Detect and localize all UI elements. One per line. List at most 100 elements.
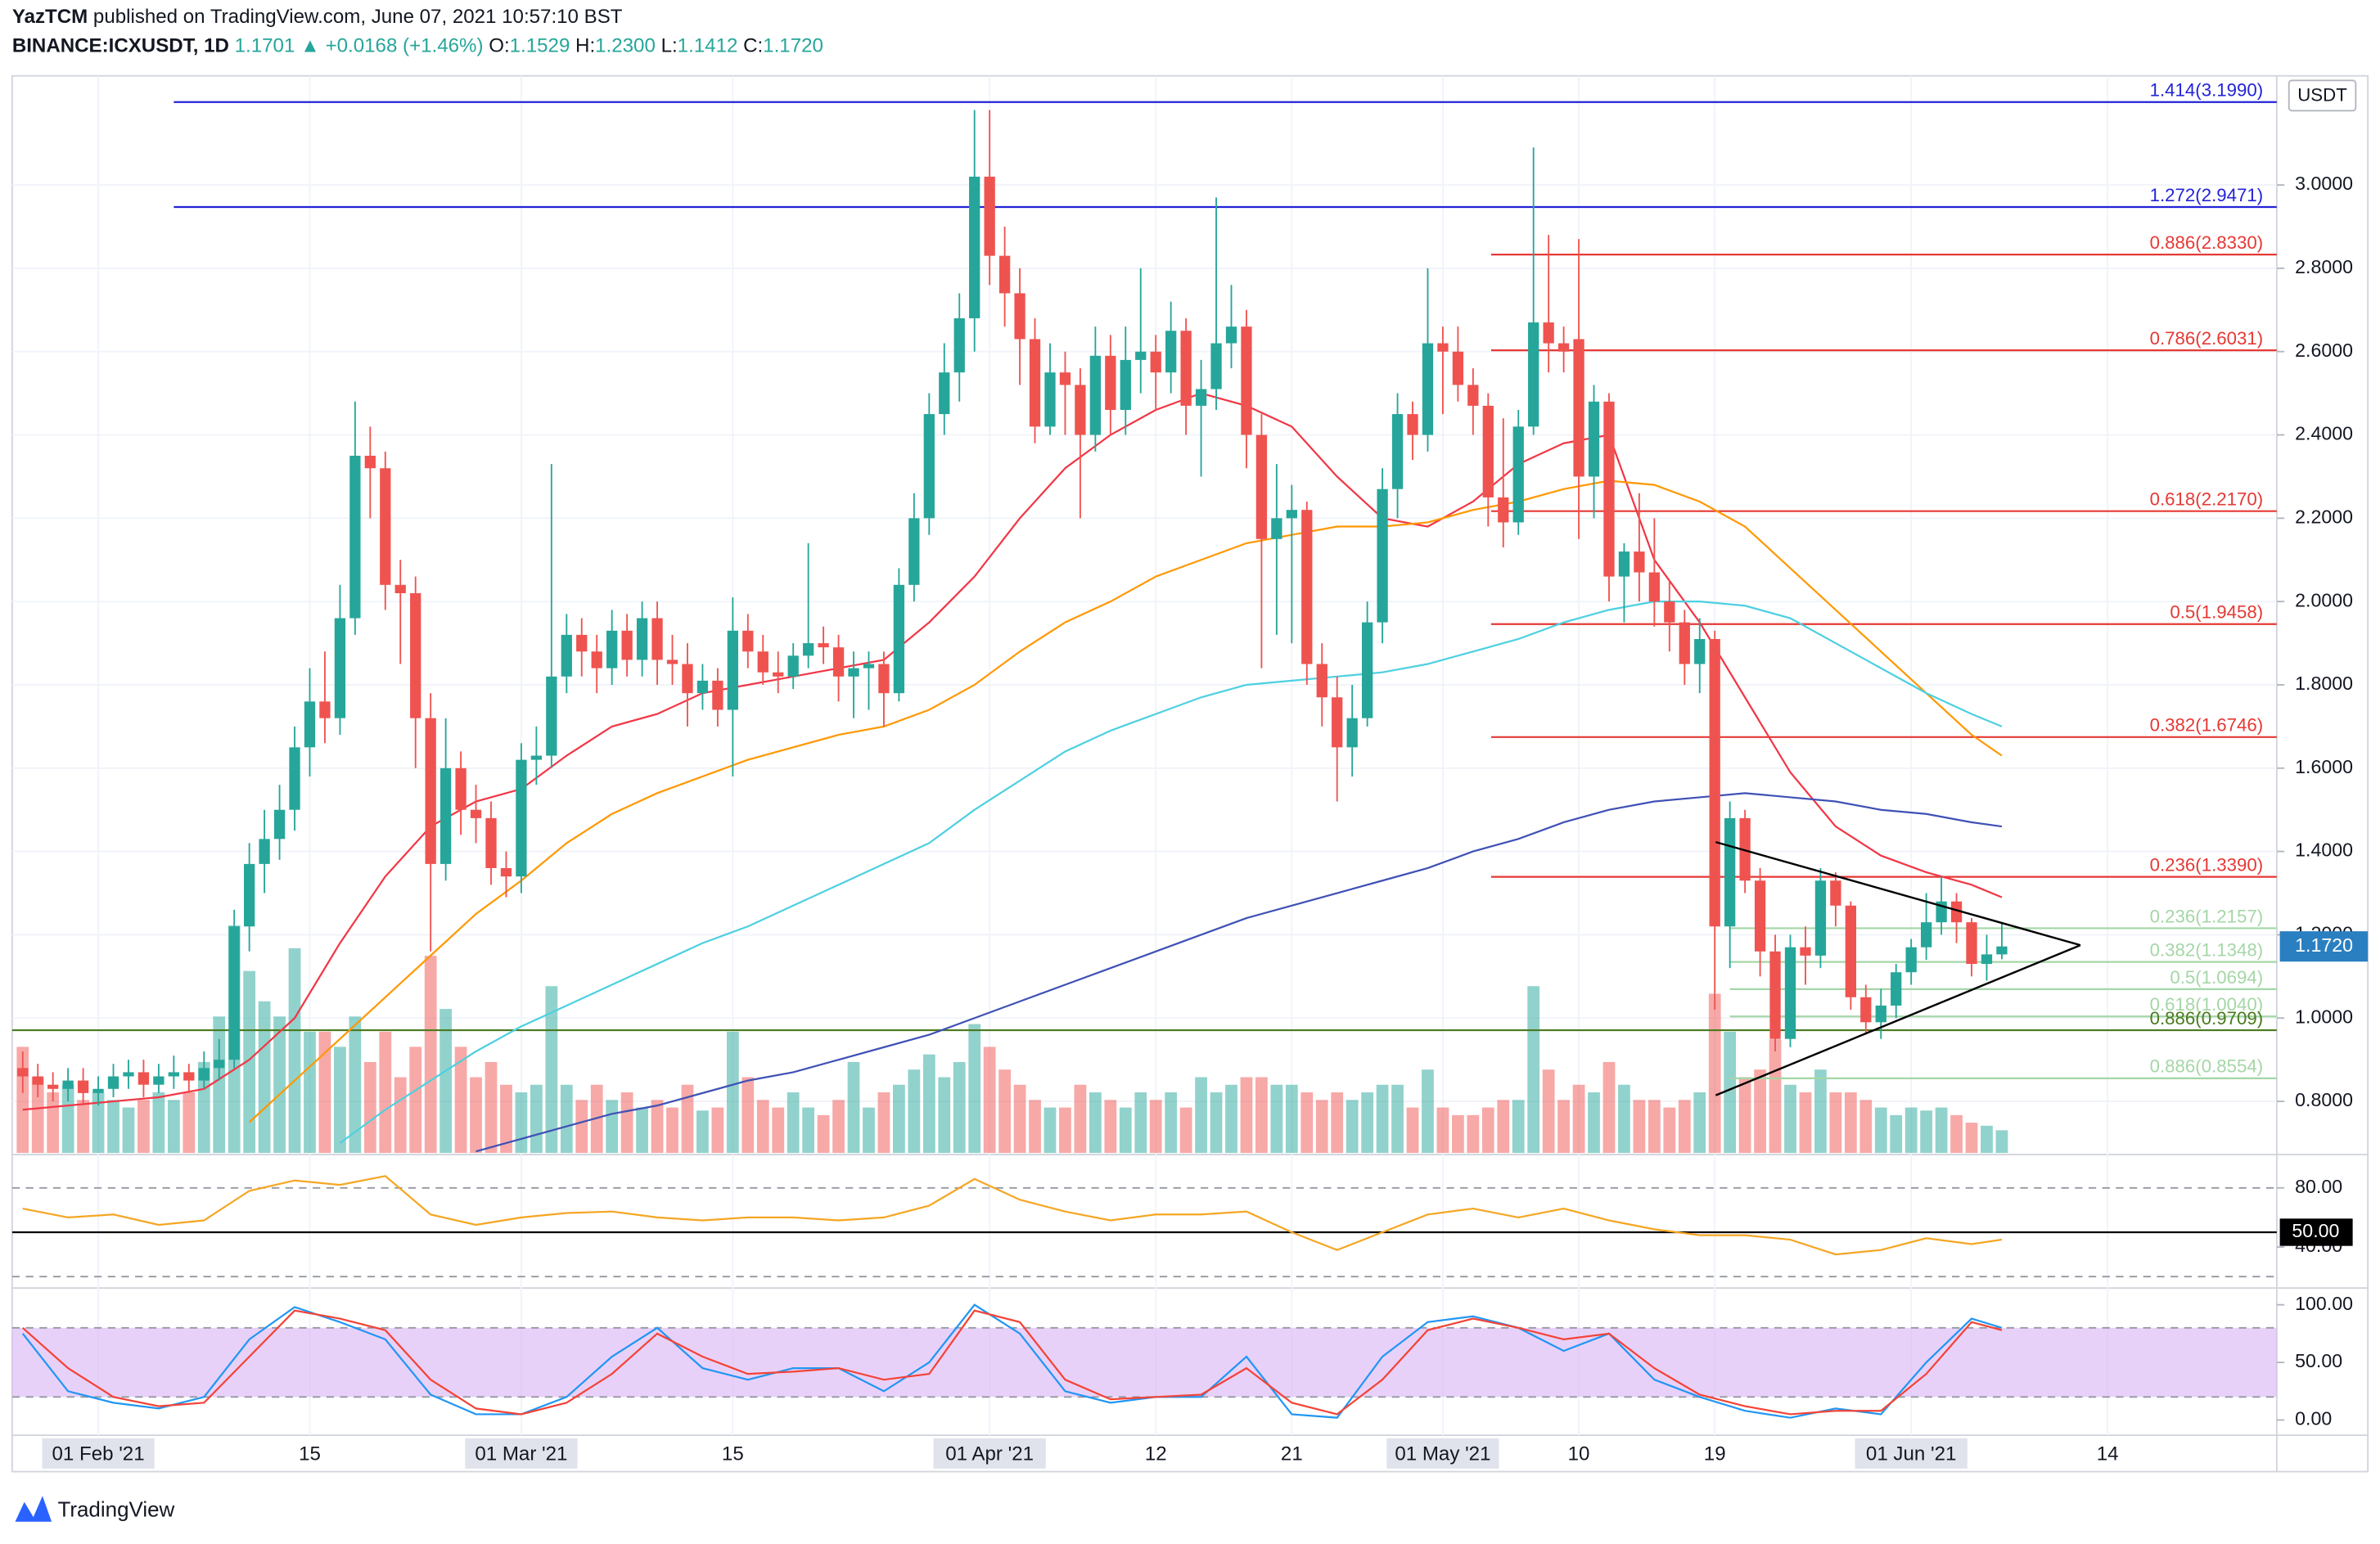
candle-body <box>1996 946 2008 955</box>
volume-bar <box>1829 1092 1842 1154</box>
candle-body <box>439 767 452 864</box>
volume-bar <box>1044 1107 1057 1154</box>
volume-bar <box>681 1084 694 1154</box>
fib-label: 0.382(1.1348) <box>2150 940 2264 961</box>
y-tick-label: 1.4000 <box>2295 840 2353 861</box>
volume-bar <box>1602 1061 1616 1154</box>
volume-bar <box>1179 1107 1192 1154</box>
ohlc-key: O: <box>489 35 509 57</box>
volume-bar <box>1965 1123 1978 1154</box>
fib-label: 0.236(1.2157) <box>2150 906 2264 926</box>
candle-body <box>787 655 799 677</box>
candle-body <box>651 618 663 660</box>
volume-bar <box>485 1061 498 1154</box>
y-tick-label: 2.4000 <box>2295 423 2353 444</box>
time-label-bg <box>42 1438 155 1469</box>
currency: USDT <box>2297 85 2347 106</box>
candle-body <box>410 592 421 718</box>
volume-bar <box>1119 1107 1132 1154</box>
fib-label: 0.382(1.6746) <box>2150 715 2264 736</box>
candle-body <box>289 747 300 810</box>
level-box <box>2279 1218 2353 1246</box>
volume-bar <box>1315 1100 1328 1154</box>
x-tick-label: 01 May '21 <box>1395 1443 1490 1465</box>
candle-body <box>1966 922 1977 965</box>
candle-body <box>1891 972 1902 1006</box>
fib-label: 0.786(2.6031) <box>2150 328 2264 349</box>
volume-bar <box>288 948 301 1154</box>
band-fill <box>11 1327 2277 1398</box>
volume-bar <box>636 1107 648 1154</box>
volume-bar <box>1981 1125 1993 1154</box>
header-line-1: YazTCM published on TradingView.com, Jun… <box>12 7 623 29</box>
volume-bar <box>1029 1100 1041 1154</box>
x-tick-label: 15 <box>299 1443 321 1465</box>
volume-bar <box>424 956 437 1154</box>
main-pane: 1.414(3.1990) 1.272(2.9471) 0.886(2.8330) 0… <box>11 80 2277 1154</box>
candle-body <box>1241 326 1252 435</box>
volume-bar <box>1406 1107 1419 1154</box>
stoch-pane <box>11 1303 2277 1419</box>
volume-bar <box>243 970 256 1154</box>
volume-bar <box>1255 1077 1268 1154</box>
candle-body <box>1512 426 1524 523</box>
candle-body <box>1391 414 1404 489</box>
volume-bar <box>922 1054 935 1154</box>
candle-body <box>1105 355 1116 410</box>
candle-body <box>1830 880 1841 906</box>
candle-body <box>682 664 693 694</box>
last-price-box <box>2279 931 2369 962</box>
candle-body <box>1618 551 1630 577</box>
y-tick-label: 0.00 <box>2295 1408 2332 1429</box>
candle-body <box>334 618 346 718</box>
volume-bar <box>1527 986 1540 1154</box>
x-tick-label: 01 Mar '21 <box>475 1443 567 1465</box>
volume-bar <box>318 1031 331 1154</box>
candle-body <box>107 1076 119 1089</box>
candle-body <box>1709 638 1720 927</box>
candle-body <box>1981 954 1993 965</box>
candle-body <box>1860 997 1872 1023</box>
candle-body <box>1814 880 1827 956</box>
time-label-bg <box>465 1438 578 1469</box>
volume-bar <box>1422 1069 1434 1154</box>
volume-bar <box>394 1077 407 1154</box>
volume-bar <box>1104 1100 1117 1154</box>
volume-bar <box>1904 1107 1918 1154</box>
volume-bar <box>1270 1084 1283 1154</box>
candle-body <box>1150 351 1161 373</box>
candle-body <box>32 1076 43 1085</box>
volume-bar <box>832 1100 845 1154</box>
volume-bar <box>863 1107 875 1154</box>
volume-bar <box>454 1047 467 1154</box>
candle-body <box>621 630 633 660</box>
candle-body <box>1634 551 1645 573</box>
volume-bar <box>1844 1092 1857 1154</box>
candle-body <box>1195 389 1207 406</box>
candle-body <box>183 1072 195 1081</box>
axes: USDT 01 Feb '21 15 01 Mar '21 15 01 Apr '21 1… <box>42 79 2369 1469</box>
volume-bar <box>213 1016 226 1154</box>
candle-body <box>198 1068 210 1081</box>
candle-body <box>228 926 240 1060</box>
volume-bar <box>1376 1084 1389 1154</box>
indicator-line <box>21 1303 2003 1419</box>
volume-bar <box>1648 1100 1661 1154</box>
volume-bar <box>530 1084 543 1154</box>
fib-label: 0.236(1.3390) <box>2150 855 2264 876</box>
volume-bar <box>606 1100 619 1154</box>
x-tick-label: 01 Feb '21 <box>52 1443 144 1465</box>
candle-body <box>1135 351 1147 360</box>
candle-body <box>1089 355 1102 435</box>
published: published on TradingView.com, June 07, 2… <box>93 7 623 29</box>
x-tick-label: 15 <box>722 1443 744 1465</box>
ohlc-value: 1.2300 <box>595 35 656 57</box>
volume-bar <box>696 1110 709 1154</box>
y-tick-label: 3.0000 <box>2295 173 2353 194</box>
volume-bar <box>1935 1107 1948 1154</box>
volume-bar <box>107 1100 119 1154</box>
candle-body <box>1377 488 1388 623</box>
footer: TradingView <box>15 1496 175 1522</box>
candle-body <box>636 618 648 660</box>
volume-bar <box>1285 1084 1298 1154</box>
